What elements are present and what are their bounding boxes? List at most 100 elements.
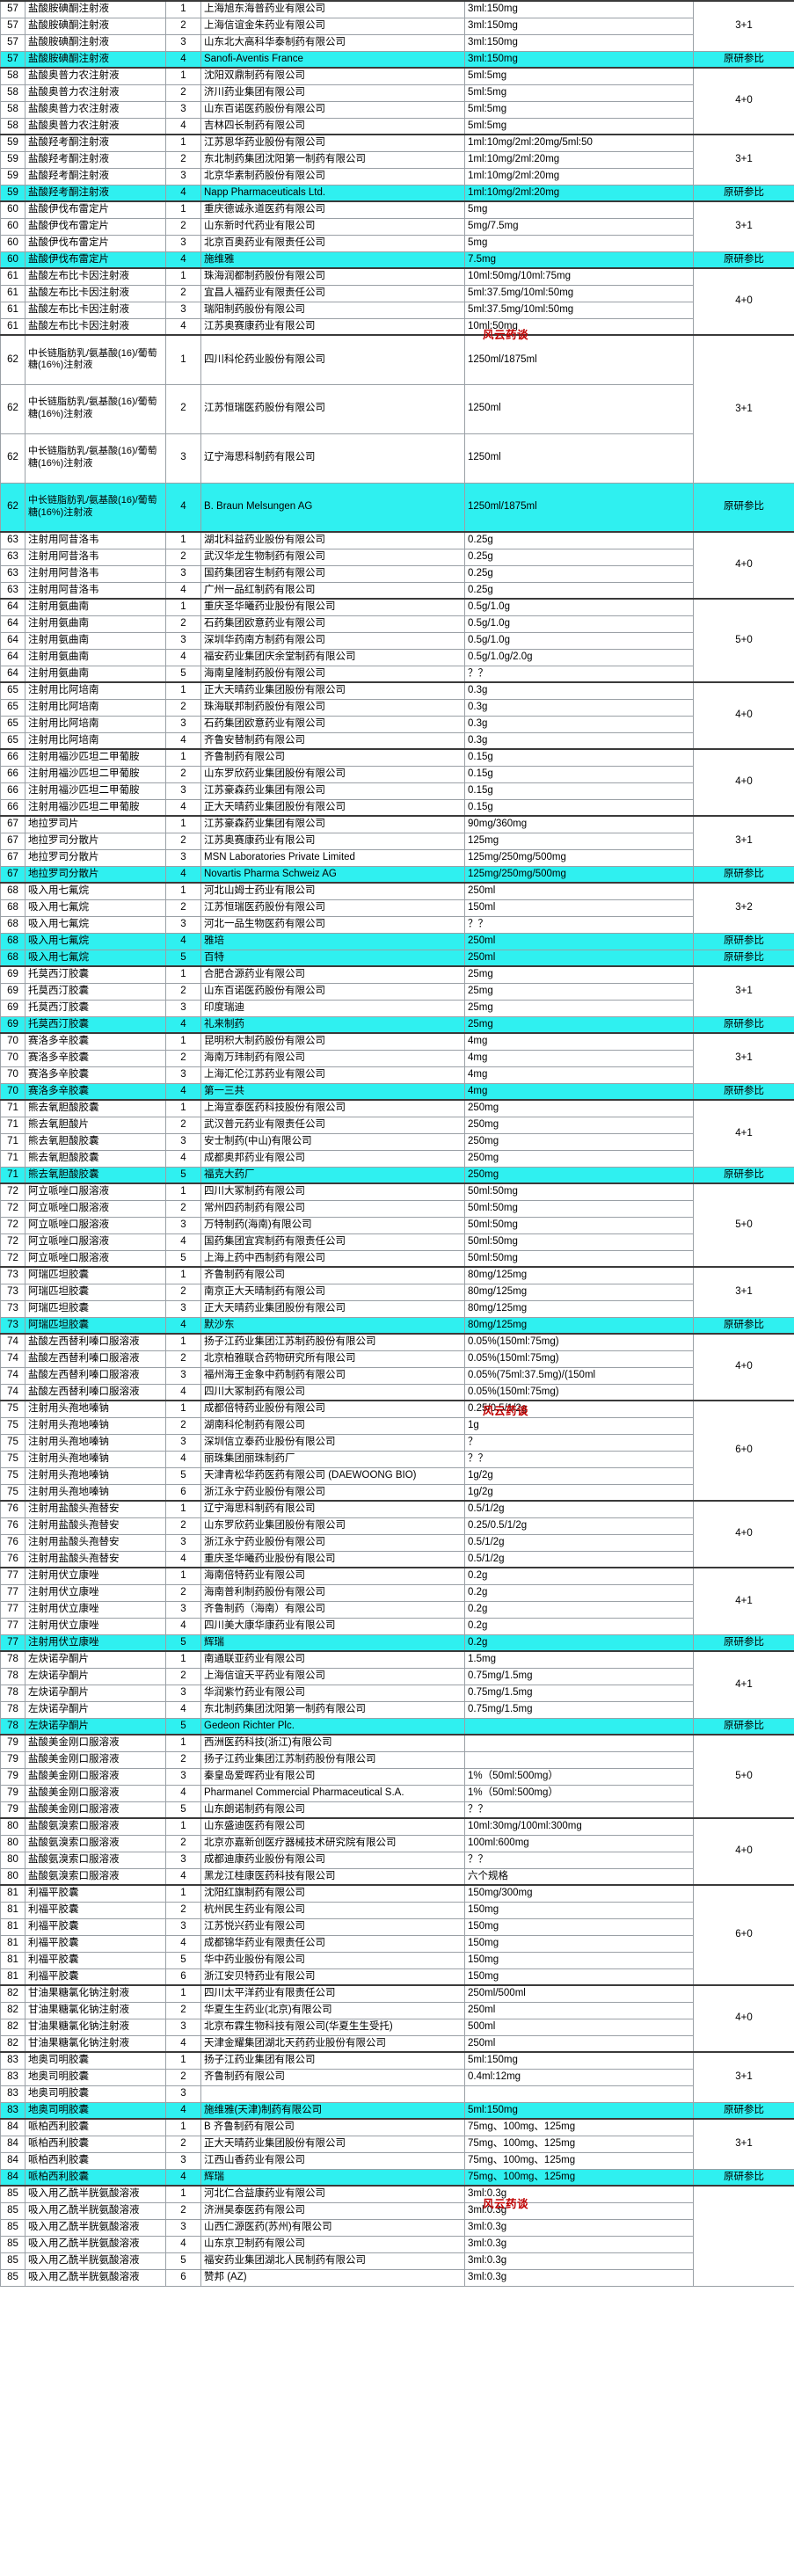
cell-drug-name: 盐酸奥普力农注射液 bbox=[25, 67, 166, 85]
cell-company: 四川大冢制药有限公司 bbox=[200, 1383, 465, 1401]
cell-company: 山东北大高科华泰制药有限公司 bbox=[200, 33, 465, 52]
cell-drug-name: 注射用伏立康唑 bbox=[25, 1567, 166, 1585]
cell-company: 珠海联邦制药股份有限公司 bbox=[200, 698, 465, 717]
table-row: 78 左炔诺孕酮片 2 上海信谊天平药业有限公司 0.75mg/1.5mg bbox=[0, 1667, 794, 1685]
cell-rank: 4 bbox=[165, 798, 201, 817]
cell-rank: 1 bbox=[165, 598, 201, 616]
cell-specification: 0.75mg/1.5mg bbox=[464, 1667, 694, 1685]
cell-drug-name: 吸入用乙酰半胱氨酸溶液 bbox=[25, 2201, 166, 2220]
cell-drug-name: 盐酸左西替利嗪口服溶液 bbox=[25, 1350, 166, 1368]
table-row: 69 托莫西汀胶囊 4 礼来制药 25mg 原研参比 bbox=[0, 1015, 794, 1034]
cell-serial-number: 64 bbox=[0, 598, 25, 616]
cell-company: 辉瑞 bbox=[200, 2168, 465, 2187]
cell-company: 国药集团宜宾制药有限责任公司 bbox=[200, 1233, 465, 1251]
cell-specification: 100ml:600mg bbox=[464, 1834, 694, 1852]
table-row: 63 注射用阿昔洛韦 1 湖北科益药业股份有限公司 0.25g 4+0 bbox=[0, 531, 794, 600]
table-row: 72 阿立哌唑口服溶液 4 国药集团宜宾制药有限责任公司 50ml:50mg bbox=[0, 1233, 794, 1251]
cell-drug-name: 注射用比阿培南 bbox=[25, 715, 166, 733]
cell-serial-number: 57 bbox=[0, 33, 25, 52]
table-row: 72 阿立哌唑口服溶液 2 常州四药制药有限公司 50ml:50mg bbox=[0, 1199, 794, 1218]
cell-drug-name: 哌柏西利胶囊 bbox=[25, 2151, 166, 2170]
cell-serial-number: 85 bbox=[0, 2268, 25, 2287]
cell-company: 石药集团欧意药业有限公司 bbox=[200, 715, 465, 733]
cell-company: 重庆圣华曦药业股份有限公司 bbox=[200, 598, 465, 616]
cell-specification bbox=[464, 1750, 694, 1769]
cell-drug-name: 阿瑞匹坦胶囊 bbox=[25, 1283, 166, 1301]
cell-specification: 0.75mg/1.5mg bbox=[464, 1700, 694, 1719]
cell-selection-ratio: 5+0 bbox=[693, 1182, 794, 1268]
cell-drug-name: 地奥司明胶囊 bbox=[25, 2051, 166, 2070]
cell-serial-number: 82 bbox=[0, 2034, 25, 2053]
cell-rank: 1 bbox=[165, 134, 201, 152]
table-row: 77 注射用伏立康唑 2 海南普利制药股份有限公司 0.2g bbox=[0, 1583, 794, 1602]
cell-serial-number: 71 bbox=[0, 1116, 25, 1134]
cell-company: 山东京卫制药有限公司 bbox=[200, 2235, 465, 2253]
cell-reference-badge: 原研参比 bbox=[693, 1717, 794, 1736]
cell-serial-number: 59 bbox=[0, 184, 25, 202]
cell-rank: 4 bbox=[165, 50, 201, 69]
cell-rank: 2 bbox=[165, 1667, 201, 1685]
cell-drug-name: 吸入用七氟烷 bbox=[25, 932, 166, 950]
table-row: 62 中长链脂肪乳/氨基酸(16)/葡萄糖(16%)注射液 4 B. Braun Me… bbox=[0, 482, 794, 533]
cell-specification: 10ml:50mg/10ml:75mg bbox=[464, 267, 694, 286]
cell-drug-name: 盐酸美金刚口服溶液 bbox=[25, 1767, 166, 1786]
cell-company: 正大天晴药业集团股份有限公司 bbox=[200, 681, 465, 700]
table-row: 75 注射用头孢地嗪钠 3 深圳信立泰药业股份有限公司？ bbox=[0, 1433, 794, 1452]
cell-specification: 3ml:0.3g bbox=[464, 2235, 694, 2253]
cell-serial-number: 65 bbox=[0, 698, 25, 717]
cell-serial-number: 63 bbox=[0, 564, 25, 583]
cell-specification: 1g bbox=[464, 1416, 694, 1435]
cell-drug-name: 中长链脂肪乳/氨基酸(16)/葡萄糖(16%)注射液 bbox=[25, 433, 166, 484]
table-row: 77 注射用伏立康唑 3 齐鲁制药（海南）有限公司 0.2g bbox=[0, 1600, 794, 1619]
table-row: 85 吸入用乙酰半胱氨酸溶液 3 山西仁源医药(苏州)有限公司 3ml:0.3g bbox=[0, 2218, 794, 2237]
cell-serial-number: 71 bbox=[0, 1166, 25, 1184]
cell-drug-name: 甘油果糖氯化钠注射液 bbox=[25, 2034, 166, 2053]
cell-company: 海南普利制药股份有限公司 bbox=[200, 1583, 465, 1602]
cell-drug-name: 盐酸氨溴索口服溶液 bbox=[25, 1851, 166, 1869]
cell-company: B. Braun Melsungen AG bbox=[200, 482, 465, 533]
table-row: 80 盐酸氨溴索口服溶液 2 北京亦嘉新创医疗器械技术研究院有限公司 100ml:600… bbox=[0, 1834, 794, 1852]
table-row: 63 注射用阿昔洛韦 2 武汉华龙生物制药有限公司 0.25g bbox=[0, 548, 794, 566]
cell-specification: 150mg bbox=[464, 1901, 694, 1919]
table-row: 62 中长链脂肪乳/氨基酸(16)/葡萄糖(16%)注射液 2 江苏恒瑞医药股份有限公… bbox=[0, 383, 794, 434]
cell-serial-number: 58 bbox=[0, 100, 25, 119]
cell-company: 江苏恒瑞医药股份有限公司 bbox=[200, 383, 465, 434]
cell-serial-number: 62 bbox=[0, 482, 25, 533]
cell-specification: 150mg bbox=[464, 1951, 694, 1969]
cell-drug-name: 盐酸羟考酮注射液 bbox=[25, 150, 166, 169]
cell-company: 天津青松华药医药有限公司 (DAEWOONG BIO) bbox=[200, 1466, 465, 1485]
table-row: 67 地拉罗司片 1 江苏豪森药业集团有限公司 90mg/360mg 3+1 bbox=[0, 815, 794, 867]
table-row: 79 盐酸美金刚口服溶液 5 山东朗诺制药有限公司？？ bbox=[0, 1801, 794, 1819]
table-row: 74 盐酸左西替利嗪口服溶液 4 四川大冢制药有限公司 0.05%(150ml:75mg… bbox=[0, 1383, 794, 1401]
table-row: 66 注射用福沙匹坦二甲葡胺 3 江苏豪森药业集团有限公司 0.15g bbox=[0, 782, 794, 800]
cell-rank: 2 bbox=[165, 383, 201, 434]
cell-specification: 0.5g/1.0g bbox=[464, 631, 694, 650]
cell-specification: 1250ml/1875ml bbox=[464, 334, 694, 385]
cell-company: 默沙东 bbox=[200, 1316, 465, 1335]
cell-specification: 4mg bbox=[464, 1066, 694, 1084]
cell-specification: 3ml:0.3g bbox=[464, 2185, 694, 2203]
cell-company: 江西山香药业有限公司 bbox=[200, 2151, 465, 2170]
cell-company: 合肥合源药业有限公司 bbox=[200, 965, 465, 984]
cell-specification: ？？ bbox=[464, 1450, 694, 1468]
cell-company: 福安药业集团湖北人民制药有限公司 bbox=[200, 2252, 465, 2270]
cell-specification: 5mg bbox=[464, 200, 694, 219]
cell-company: 深圳华药南方制药有限公司 bbox=[200, 631, 465, 650]
cell-company: 四川太平洋药业有限责任公司 bbox=[200, 1984, 465, 2003]
cell-serial-number: 78 bbox=[0, 1700, 25, 1719]
table-row: 61 盐酸左布比卡因注射液 4 江苏奥赛康药业有限公司 10ml:50mg bbox=[0, 317, 794, 336]
cell-specification: 500ml bbox=[464, 2018, 694, 2036]
cell-specification: ？ bbox=[464, 1433, 694, 1452]
cell-selection-ratio: 3+2 bbox=[693, 882, 794, 934]
cell-company: 四川大冢制药有限公司 bbox=[200, 1182, 465, 1201]
cell-specification: ？？ bbox=[464, 915, 694, 934]
cell-specification: 1ml:10mg/2ml:20mg bbox=[464, 167, 694, 186]
cell-rank: 4 bbox=[165, 1550, 201, 1568]
table-row: 76 注射用盐酸头孢替安 3 浙江永宁药业股份有限公司 0.5/1/2g bbox=[0, 1533, 794, 1552]
cell-specification: 0.15g bbox=[464, 748, 694, 767]
cell-company: 山东罗欣药业集团股份有限公司 bbox=[200, 765, 465, 783]
cell-rank: 5 bbox=[165, 1166, 201, 1184]
cell-drug-name: 赛洛多辛胶囊 bbox=[25, 1066, 166, 1084]
cell-drug-name: 盐酸氨溴索口服溶液 bbox=[25, 1834, 166, 1852]
cell-drug-name: 吸入用乙酰半胱氨酸溶液 bbox=[25, 2218, 166, 2237]
